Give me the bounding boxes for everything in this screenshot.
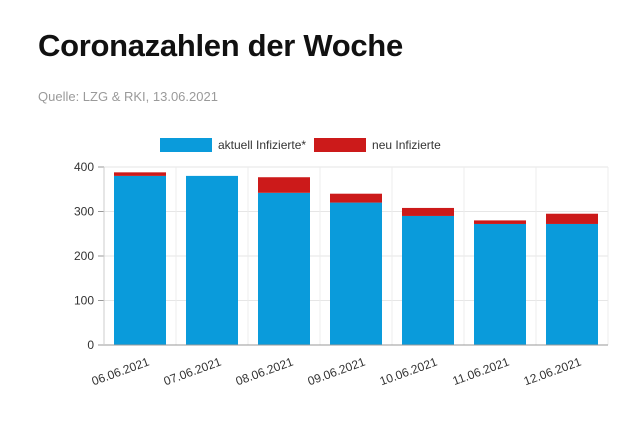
source-note: Quelle: LZG & RKI, 13.06.2021 (38, 89, 218, 104)
y-tick-label-1: 100 (74, 294, 94, 308)
legend-item-aktuell: aktuell Infizierte* (160, 138, 306, 152)
bar-aktuell-2 (258, 192, 310, 345)
legend: aktuell Infizierte* neu Infizierte (160, 138, 449, 152)
x-tick-label-0: 06.06.2021 (90, 355, 152, 389)
bar-aktuell-6 (546, 223, 598, 345)
bar-neu-4 (402, 207, 454, 216)
x-tick-label-1: 07.06.2021 (162, 355, 224, 389)
x-tick-label-5: 11.06.2021 (451, 355, 512, 389)
bar-neu-2 (258, 177, 310, 193)
bar-neu-3 (330, 193, 382, 203)
y-tick-label-2: 200 (74, 249, 94, 263)
x-tick-label-2: 08.06.2021 (234, 355, 296, 389)
bar-neu-6 (546, 213, 598, 224)
bar-aktuell-0 (114, 175, 166, 345)
y-tick-label-3: 300 (74, 205, 94, 219)
legend-swatch-neu (314, 138, 367, 152)
y-tick-label-0: 0 (87, 338, 94, 352)
legend-item-neu: neu Infizierte (314, 138, 441, 152)
legend-label-neu: neu Infizierte (372, 138, 441, 152)
chart-title: Coronazahlen der Woche (38, 28, 403, 63)
bar-neu-0 (114, 172, 166, 176)
x-tick-label-6: 12.06.2021 (522, 355, 584, 389)
legend-swatch-aktuell (160, 138, 212, 152)
legend-label-aktuell: aktuell Infizierte* (218, 138, 307, 152)
x-tick-label-4: 10.06.2021 (378, 355, 440, 389)
bar-neu-5 (474, 220, 526, 224)
y-tick-label-4: 400 (74, 160, 94, 174)
bar-aktuell-3 (330, 202, 382, 345)
x-tick-label-3: 09.06.2021 (306, 355, 368, 389)
bar-aktuell-1 (186, 175, 238, 345)
bar-aktuell-4 (402, 215, 454, 345)
bar-aktuell-5 (474, 223, 526, 345)
